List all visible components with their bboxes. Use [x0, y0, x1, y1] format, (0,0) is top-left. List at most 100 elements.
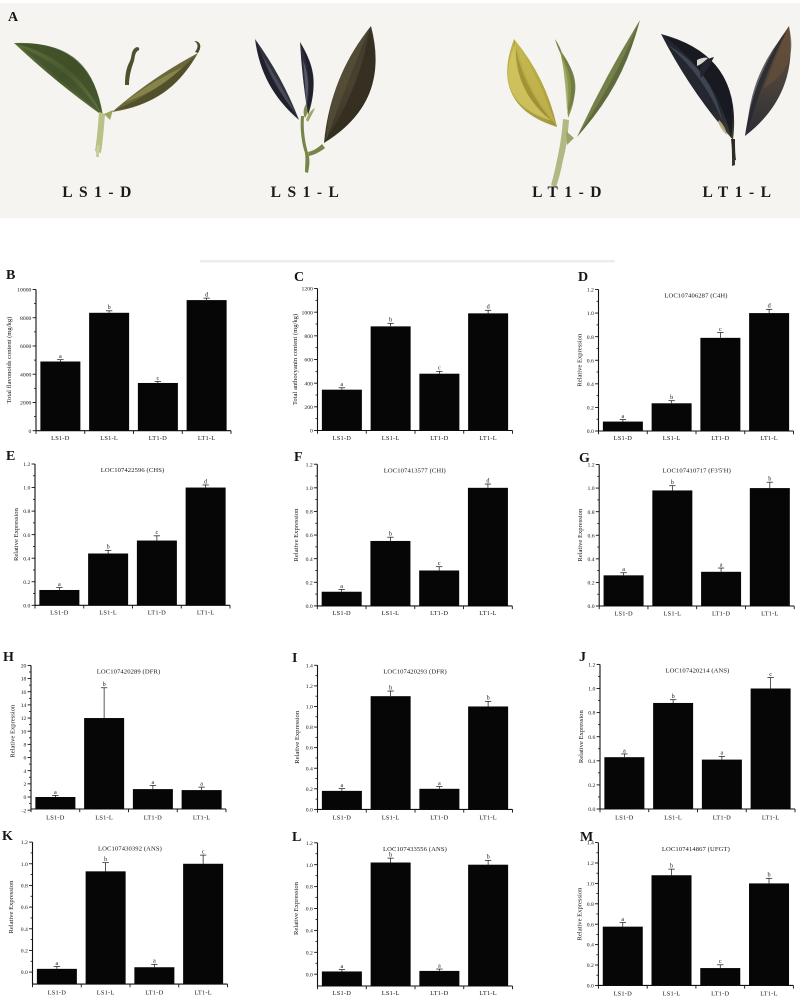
- svg-text:0: 0: [29, 429, 32, 435]
- svg-text:Relative Expression: Relative Expression: [294, 710, 301, 764]
- svg-text:0.4: 0.4: [23, 556, 30, 562]
- svg-text:LS1-L: LS1-L: [95, 814, 113, 821]
- svg-text:4000: 4000: [20, 372, 32, 378]
- svg-text:C: C: [294, 270, 304, 285]
- svg-text:LT1-D: LT1-D: [711, 990, 729, 997]
- svg-text:LT1-L: LT1-L: [760, 435, 777, 442]
- svg-text:LT1-D: LT1-D: [149, 435, 167, 442]
- svg-text:Relative Expression: Relative Expression: [578, 710, 585, 764]
- svg-text:LS1-D: LS1-D: [333, 435, 352, 442]
- svg-text:LOC107430392 (ANS): LOC107430392 (ANS): [98, 845, 162, 852]
- svg-text:a: a: [720, 561, 723, 568]
- svg-text:LT1-D: LT1-D: [713, 814, 731, 821]
- svg-text:LOC107420293 (DFR): LOC107420293 (DFR): [383, 669, 447, 676]
- svg-text:a: a: [200, 781, 203, 788]
- svg-text:6: 6: [24, 756, 27, 762]
- svg-text:LS1-D: LS1-D: [333, 814, 352, 821]
- svg-text:1.0: 1.0: [306, 705, 313, 711]
- svg-text:1200: 1200: [302, 287, 314, 293]
- svg-text:2000: 2000: [20, 401, 32, 407]
- svg-text:a: a: [59, 353, 62, 360]
- svg-text:0.6: 0.6: [306, 533, 313, 539]
- svg-text:0.8: 0.8: [23, 509, 30, 515]
- svg-text:0.8: 0.8: [587, 510, 594, 516]
- svg-text:LT1-D: LT1-D: [430, 814, 448, 821]
- svg-text:b: b: [670, 394, 673, 401]
- svg-text:Relative Expression: Relative Expression: [8, 880, 15, 934]
- svg-text:LS1-L: LS1-L: [97, 990, 115, 997]
- svg-text:b: b: [389, 317, 392, 324]
- svg-text:LS1-L: LS1-L: [99, 610, 117, 617]
- svg-text:Relative Expression: Relative Expression: [577, 333, 584, 387]
- svg-text:LS1-L: LS1-L: [382, 610, 400, 617]
- svg-text:Total anthocyanin content (mg/: Total anthocyanin content (mg/kg): [292, 314, 299, 405]
- svg-text:1.0: 1.0: [21, 862, 28, 868]
- svg-text:LOC107420289 (DFR): LOC107420289 (DFR): [97, 669, 161, 676]
- svg-text:Relative Expression: Relative Expression: [13, 507, 20, 561]
- svg-text:LT1-L: LT1-L: [193, 814, 210, 821]
- svg-text:c: c: [769, 671, 772, 678]
- svg-text:0.4: 0.4: [306, 557, 313, 563]
- svg-text:0.6: 0.6: [587, 358, 594, 364]
- svg-text:LT1-L: LT1-L: [761, 610, 778, 617]
- svg-text:LT1-D: LT1-D: [148, 610, 166, 617]
- svg-text:LT1-D: LT1-D: [144, 814, 162, 821]
- svg-text:0.6: 0.6: [23, 533, 30, 539]
- svg-text:LT1-L: LT1-L: [194, 990, 211, 997]
- svg-text:c: c: [157, 375, 160, 382]
- svg-text:b: b: [104, 856, 107, 863]
- svg-text:LT1-L: LT1-L: [479, 990, 496, 997]
- svg-text:200: 200: [304, 405, 313, 411]
- svg-text:d: d: [205, 292, 209, 299]
- svg-text:0.4: 0.4: [588, 759, 595, 765]
- svg-text:Relative Expression: Relative Expression: [577, 887, 584, 941]
- svg-text:LS1-L: LS1-L: [382, 435, 400, 442]
- svg-text:LS1-L: LS1-L: [664, 814, 682, 821]
- svg-text:1000: 1000: [302, 310, 314, 316]
- svg-text:c: c: [156, 529, 159, 536]
- svg-text:LT1-D: LT1-D: [145, 990, 163, 997]
- svg-text:600: 600: [304, 358, 313, 364]
- svg-text:a: a: [152, 779, 155, 786]
- svg-text:0.6: 0.6: [21, 905, 28, 911]
- svg-text:LOC107406287 (C4H): LOC107406287 (C4H): [664, 293, 727, 300]
- svg-text:0.4: 0.4: [306, 766, 313, 772]
- svg-text:1.0: 1.0: [23, 486, 30, 492]
- svg-text:a: a: [438, 962, 441, 969]
- svg-text:0.8: 0.8: [306, 885, 313, 891]
- svg-text:c: c: [202, 849, 205, 856]
- svg-text:d: d: [486, 477, 490, 484]
- svg-text:b: b: [671, 479, 674, 486]
- svg-text:J: J: [579, 650, 586, 665]
- svg-text:0.2: 0.2: [21, 949, 28, 955]
- svg-text:0.2: 0.2: [306, 787, 313, 793]
- svg-text:0.0: 0.0: [21, 970, 28, 976]
- svg-text:1.2: 1.2: [587, 288, 594, 294]
- svg-text:d: d: [487, 304, 491, 311]
- svg-text:b: b: [768, 476, 771, 483]
- svg-text:LOC107413577 (CHI): LOC107413577 (CHI): [384, 467, 446, 474]
- svg-text:LS1-D: LS1-D: [614, 610, 633, 617]
- svg-text:1.0: 1.0: [306, 863, 313, 869]
- svg-text:10000: 10000: [17, 288, 31, 294]
- svg-text:-2: -2: [22, 808, 27, 814]
- svg-text:LS1-D: LS1-D: [51, 435, 70, 442]
- svg-text:0.6: 0.6: [588, 735, 595, 741]
- svg-text:A: A: [8, 10, 19, 25]
- svg-text:800: 800: [304, 334, 313, 340]
- svg-text:b: b: [389, 531, 392, 538]
- svg-text:b: b: [672, 693, 675, 700]
- svg-text:0.6: 0.6: [587, 533, 594, 539]
- svg-text:1.2: 1.2: [23, 462, 30, 468]
- svg-text:LS1-L: LS1-L: [271, 184, 346, 201]
- svg-text:0.4: 0.4: [21, 927, 28, 933]
- svg-text:LS1-D: LS1-D: [614, 990, 633, 997]
- svg-text:16: 16: [21, 690, 27, 696]
- svg-text:LOC107433556 (ANS): LOC107433556 (ANS): [383, 846, 447, 853]
- svg-text:12: 12: [21, 716, 27, 722]
- svg-text:LS1-L: LS1-L: [663, 610, 681, 617]
- svg-text:0.0: 0.0: [587, 429, 594, 435]
- svg-text:E: E: [6, 449, 15, 464]
- svg-text:D: D: [578, 270, 588, 285]
- svg-text:0.6: 0.6: [306, 907, 313, 913]
